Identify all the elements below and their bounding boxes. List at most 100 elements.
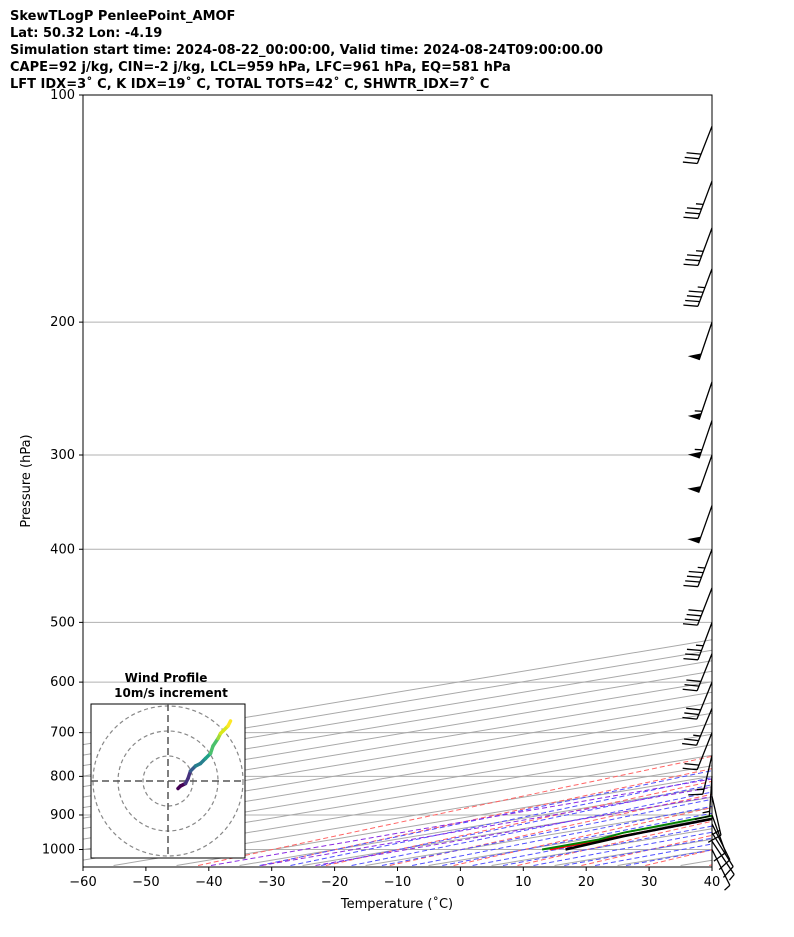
- barb-flag: [684, 738, 699, 742]
- moist-adiabat-line: [502, 825, 712, 866]
- barb-flag: [682, 623, 698, 626]
- barb-flag: [684, 683, 700, 687]
- isotherm-line: [83, 660, 712, 767]
- barb-flag: [684, 712, 699, 716]
- hodograph-plot: [91, 704, 245, 858]
- barb-shaft: [698, 321, 713, 361]
- barb-flag: [684, 156, 700, 160]
- barb-flag: [683, 584, 699, 588]
- location-line: Lat: 50.32 Lon: -4.19: [10, 26, 163, 41]
- barb-shaft: [696, 708, 713, 746]
- barb-flag: [686, 295, 702, 298]
- y-axis-label: Pressure (hPa): [19, 434, 34, 527]
- barb-shaft: [697, 505, 713, 544]
- barb-flag: [686, 679, 701, 683]
- barb-half-flag: [695, 203, 704, 206]
- x-tick-label: 10: [515, 875, 532, 890]
- x-axis-label: Temperature (˚C): [340, 896, 453, 912]
- wind-barb: [682, 708, 713, 746]
- isotherm-line: [83, 723, 712, 830]
- isotherm-line: [83, 691, 712, 798]
- x-tick-label: −30: [258, 875, 285, 890]
- barb-shaft: [696, 732, 713, 771]
- barb-half-flag: [728, 874, 735, 881]
- moist-adiabat-line: [351, 791, 712, 866]
- barb-flag: [684, 762, 700, 766]
- barb-shaft: [711, 814, 727, 853]
- isotherm-line: [83, 712, 712, 819]
- dry-adiabat-line: [197, 755, 712, 866]
- wind-barb: [683, 549, 713, 588]
- barb-half-flag: [697, 566, 706, 569]
- dry-adiabat-line: [389, 793, 712, 866]
- barb-flag: [686, 648, 702, 652]
- parcel-line: [565, 817, 712, 851]
- mixing-ratio-line: [210, 778, 712, 866]
- barb-half-flag: [724, 884, 731, 891]
- y-tick-label: 500: [50, 615, 75, 630]
- hodograph-title: Wind Profile: [125, 671, 208, 685]
- barb-shaft: [711, 796, 722, 836]
- barb-pennant: [687, 486, 701, 493]
- dewpoint-line: [541, 814, 712, 851]
- time-line: Simulation start time: 2024-08-22_00:00:…: [10, 43, 603, 58]
- barb-shaft: [698, 381, 713, 420]
- barb-flag: [707, 834, 722, 843]
- isotherm-line: [239, 786, 712, 866]
- barb-shaft: [697, 227, 713, 266]
- barb-flag: [686, 207, 702, 210]
- wind-barb: [683, 622, 713, 661]
- wind-barb: [687, 420, 713, 459]
- chart-title: SkewTLogP PenleePoint_AMOF: [10, 9, 236, 24]
- y-tick-label: 300: [50, 448, 75, 463]
- isotherm-line: [302, 796, 712, 866]
- barb-flag: [688, 290, 704, 293]
- x-tick-label: 0: [456, 875, 464, 890]
- cape-line: CAPE=92 j/kg, CIN=-2 j/kg, LCL=959 hPa, …: [10, 60, 511, 75]
- barb-shaft: [696, 587, 713, 626]
- barb-flag: [683, 216, 699, 220]
- barb-flag: [682, 161, 698, 165]
- x-tick-label: −10: [384, 875, 411, 890]
- barb-flag: [688, 793, 703, 796]
- barb-flag: [683, 263, 699, 267]
- wind-barb: [682, 732, 713, 771]
- barb-shaft: [698, 454, 713, 493]
- wind-barbs: [682, 125, 735, 891]
- barb-flag: [685, 653, 700, 656]
- barb-flag: [685, 211, 700, 215]
- wind-barb: [707, 796, 722, 843]
- barb-flag: [694, 815, 710, 820]
- isotherm-line: [83, 702, 712, 809]
- moist-adiabat-line: [412, 805, 712, 866]
- barb-half-flag: [693, 734, 701, 737]
- moist-adiabat-line: [259, 770, 712, 866]
- isotherm-line: [83, 733, 712, 840]
- barb-flag: [685, 299, 700, 303]
- moist-adiabat-line: [595, 843, 712, 866]
- isotherm-line: [554, 838, 712, 866]
- y-tick-label: 100: [50, 88, 75, 103]
- barb-flag: [722, 866, 734, 878]
- barb-flag: [685, 580, 700, 583]
- x-tick-label: 30: [641, 875, 658, 890]
- dry-adiabat-line: [261, 768, 712, 866]
- barb-shaft: [696, 653, 713, 691]
- moist-adiabat-line: [533, 831, 712, 866]
- isotherm-line: [83, 670, 712, 777]
- barb-flag: [684, 618, 700, 622]
- dry-adiabat-line: [773, 95, 794, 866]
- wind-barb: [682, 587, 713, 626]
- moist-adiabat-line: [381, 798, 712, 866]
- dry-adiabat-line: [453, 807, 712, 866]
- y-tick-label: 1000: [42, 843, 75, 858]
- axis-ticks: −60 −50 −40 −30 −20 −10 0 10 20 30 40 1000 900 800 700…: [42, 88, 720, 890]
- wind-barb: [682, 653, 713, 692]
- dry-adiabat-line: [709, 864, 712, 866]
- barb-half-flag: [702, 810, 710, 814]
- y-tick-label: 400: [50, 542, 75, 557]
- barb-flag: [686, 613, 702, 617]
- moist-adiabat-line: [472, 819, 712, 866]
- barb-pennant: [687, 413, 702, 420]
